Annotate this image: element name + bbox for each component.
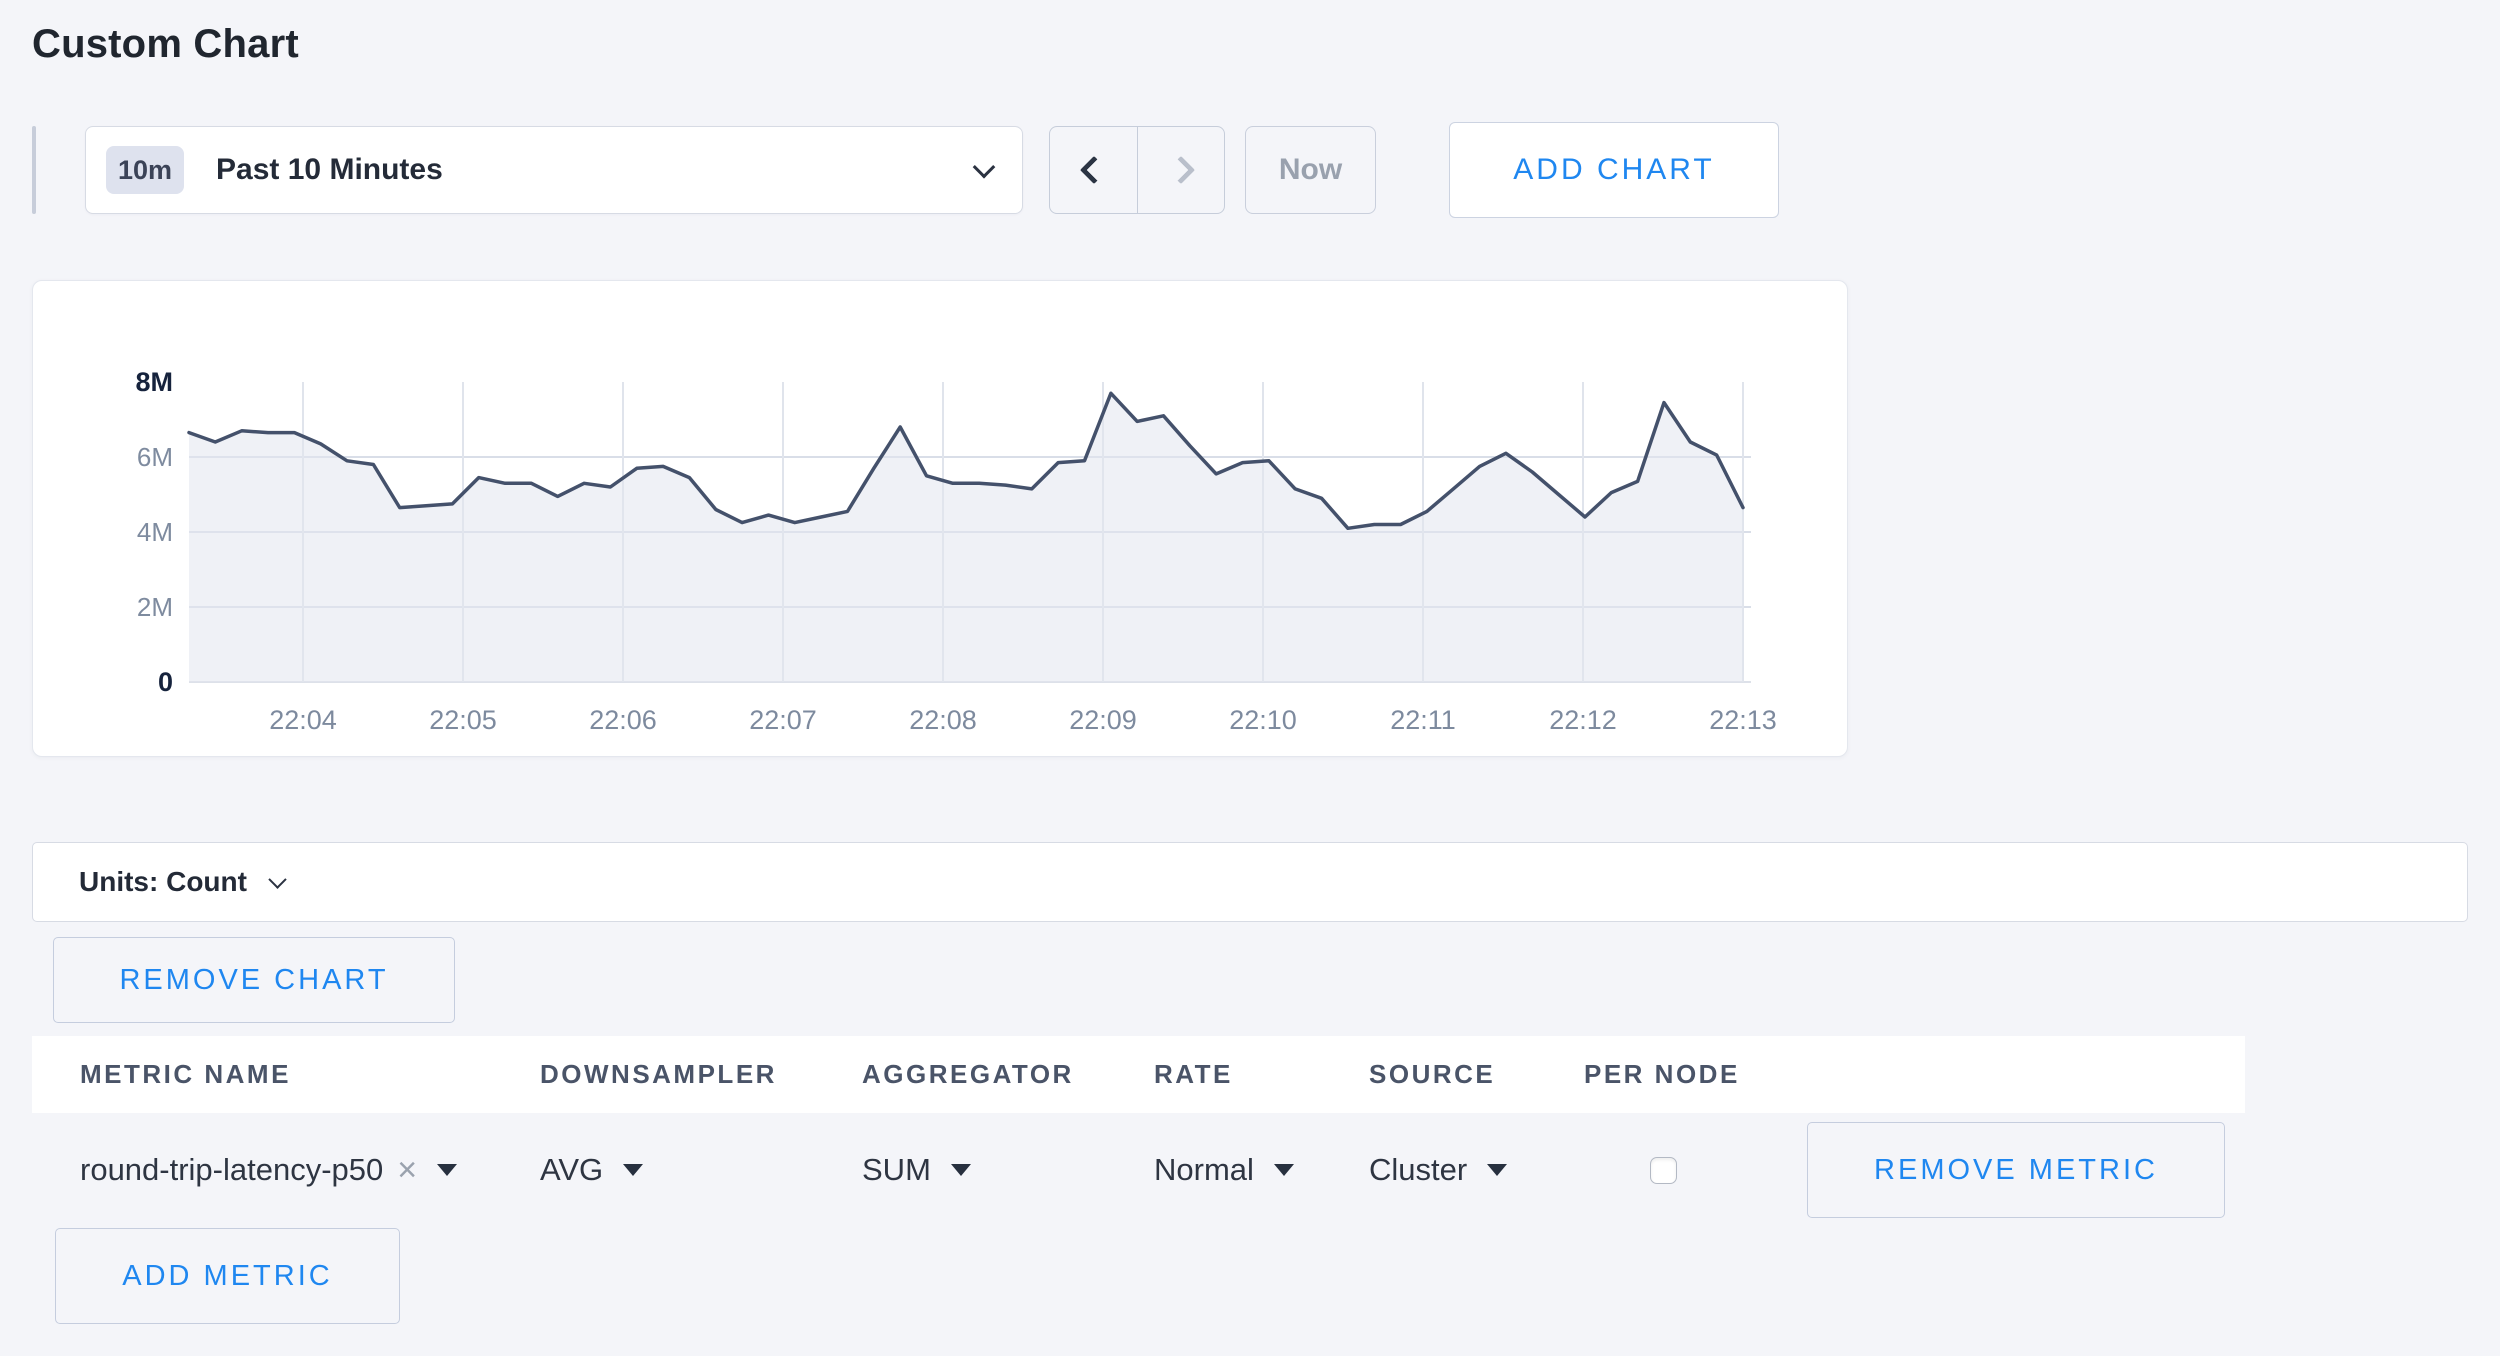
units-label: Units: Count bbox=[79, 866, 247, 897]
caret-down-icon bbox=[950, 1164, 971, 1176]
metric-name-value: round-trip-latency-p50 bbox=[80, 1152, 384, 1187]
metrics-table-header: METRIC NAME DOWNSAMPLER AGGREGATOR RATE … bbox=[32, 1036, 2245, 1113]
header-source: SOURCE bbox=[1369, 1059, 1496, 1089]
timescale-dropdown[interactable]: 10m Past 10 Minutes bbox=[85, 126, 1023, 214]
header-downsampler: DOWNSAMPLER bbox=[540, 1059, 777, 1089]
svg-text:22:13: 22:13 bbox=[1709, 705, 1777, 735]
chevron-left-icon bbox=[1079, 155, 1108, 185]
svg-text:22:12: 22:12 bbox=[1549, 705, 1617, 735]
source-value: Cluster bbox=[1369, 1152, 1468, 1187]
add-metric-button[interactable]: ADD METRIC bbox=[55, 1228, 400, 1324]
per-node-checkbox[interactable] bbox=[1650, 1156, 1677, 1184]
svg-text:22:10: 22:10 bbox=[1229, 705, 1297, 735]
downsampler-select[interactable]: AVG bbox=[540, 1152, 862, 1188]
aggregator-select[interactable]: SUM bbox=[862, 1152, 1154, 1188]
source-select[interactable]: Cluster bbox=[1369, 1152, 1584, 1188]
toolbar: 10m Past 10 Minutes Now ADD CHART bbox=[32, 122, 2468, 218]
svg-text:22:07: 22:07 bbox=[749, 705, 817, 735]
remove-chart-button[interactable]: REMOVE CHART bbox=[53, 937, 455, 1023]
time-step-buttons bbox=[1049, 126, 1225, 214]
svg-text:22:06: 22:06 bbox=[589, 705, 657, 735]
page-title: Custom Chart bbox=[32, 22, 299, 66]
svg-text:4M: 4M bbox=[137, 517, 173, 547]
header-aggregator: AGGREGATOR bbox=[862, 1059, 1074, 1089]
now-button[interactable]: Now bbox=[1245, 126, 1376, 214]
prev-interval-button[interactable] bbox=[1050, 127, 1137, 213]
svg-text:22:04: 22:04 bbox=[269, 705, 337, 735]
svg-text:22:09: 22:09 bbox=[1069, 705, 1137, 735]
svg-text:0: 0 bbox=[158, 667, 173, 697]
divider bbox=[32, 126, 36, 214]
metric-row: round-trip-latency-p50 × AVG SUM Normal … bbox=[32, 1122, 2245, 1218]
clear-metric-icon[interactable]: × bbox=[397, 1151, 418, 1189]
svg-text:22:11: 22:11 bbox=[1390, 705, 1456, 735]
add-chart-button[interactable]: ADD CHART bbox=[1449, 122, 1779, 218]
chevron-down-icon bbox=[268, 869, 287, 889]
header-metric-name: METRIC NAME bbox=[80, 1059, 291, 1089]
timescale-badge: 10m bbox=[106, 146, 185, 194]
svg-text:22:08: 22:08 bbox=[909, 705, 977, 735]
timescale-label: Past 10 Minutes bbox=[216, 153, 443, 186]
metric-name-select[interactable]: round-trip-latency-p50 × bbox=[80, 1152, 540, 1188]
svg-text:8M: 8M bbox=[135, 367, 173, 397]
remove-metric-cell: REMOVE METRIC bbox=[1807, 1122, 2245, 1218]
header-per-node: PER NODE bbox=[1584, 1059, 1740, 1089]
svg-text:6M: 6M bbox=[137, 442, 173, 472]
rate-select[interactable]: Normal bbox=[1154, 1152, 1369, 1188]
caret-down-icon bbox=[623, 1164, 644, 1176]
units-dropdown[interactable]: Units: Count bbox=[32, 842, 2468, 922]
rate-value: Normal bbox=[1154, 1152, 1254, 1187]
chevron-down-icon bbox=[972, 155, 996, 179]
svg-text:2M: 2M bbox=[137, 592, 173, 622]
per-node-cell bbox=[1584, 1156, 1807, 1184]
caret-down-icon bbox=[437, 1164, 458, 1176]
latency-area-chart: 0 2M 4M 6M 8M 22:04 22:05 22:06 22:07 22:08 22:09 2… bbox=[135, 367, 1777, 735]
svg-text:22:05: 22:05 bbox=[429, 705, 497, 735]
remove-metric-button[interactable]: REMOVE METRIC bbox=[1807, 1122, 2225, 1218]
next-interval-button[interactable] bbox=[1137, 127, 1224, 213]
caret-down-icon bbox=[1273, 1164, 1294, 1176]
caret-down-icon bbox=[1487, 1164, 1508, 1176]
header-rate: RATE bbox=[1154, 1059, 1233, 1089]
chart-card: 0 2M 4M 6M 8M 22:04 22:05 22:06 22:07 22:08 22:09 2… bbox=[32, 280, 1848, 757]
chevron-right-icon bbox=[1166, 155, 1196, 185]
aggregator-value: SUM bbox=[862, 1152, 931, 1187]
downsampler-value: AVG bbox=[540, 1152, 604, 1187]
